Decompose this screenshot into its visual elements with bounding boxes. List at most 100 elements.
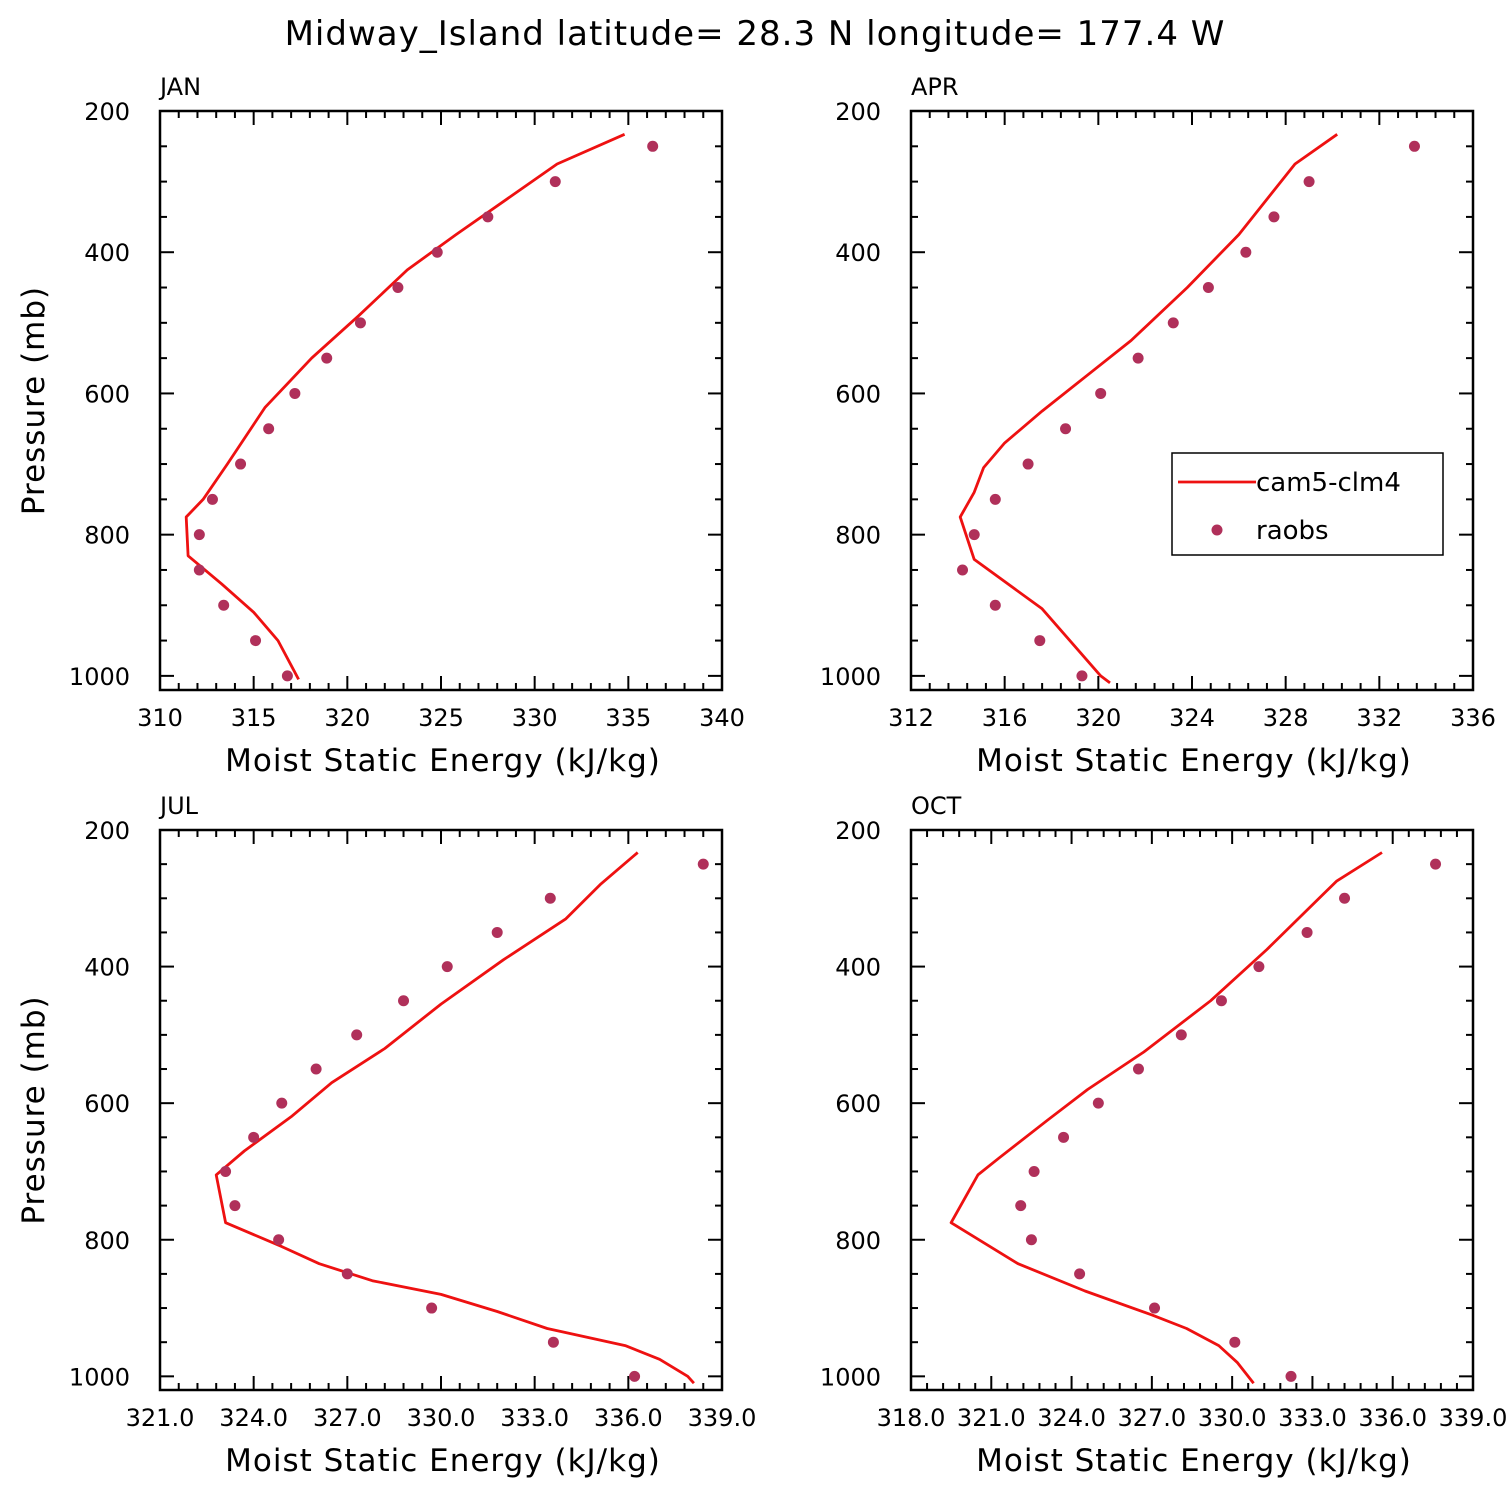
y-tick-label: 400 bbox=[84, 239, 130, 267]
series-point-raobs bbox=[1028, 1165, 1040, 1177]
series-point-raobs bbox=[193, 529, 205, 541]
y-tick-label: 1000 bbox=[69, 663, 130, 691]
series-point-raobs bbox=[1092, 1097, 1104, 1109]
y-tick-label: 600 bbox=[84, 380, 130, 408]
x-tick-label: 336.0 bbox=[594, 1404, 663, 1432]
series-point-raobs bbox=[1175, 1029, 1187, 1041]
y-tick-label: 1000 bbox=[820, 1363, 881, 1391]
series-line-cam5-clm4 bbox=[949, 851, 1383, 1385]
x-tick-label: 318.0 bbox=[877, 1404, 946, 1432]
x-axis-title: Moist Static Energy (kJ/kg) bbox=[225, 743, 661, 779]
series-point-raobs bbox=[1095, 387, 1107, 399]
series-point-raobs bbox=[549, 176, 561, 188]
figure-title: Midway_Island latitude= 28.3 N longitude… bbox=[285, 14, 1226, 54]
y-tick-label: 600 bbox=[835, 1090, 881, 1118]
x-tick-label: 330.0 bbox=[407, 1404, 476, 1432]
series-point-raobs bbox=[968, 529, 980, 541]
series-point-raobs bbox=[1132, 1063, 1144, 1075]
legend-obs-swatch bbox=[1211, 524, 1223, 536]
y-axis-title: Pressure (mb) bbox=[16, 995, 52, 1224]
y-tick-label: 1000 bbox=[820, 663, 881, 691]
panel-label: JUL bbox=[158, 792, 199, 820]
series-point-raobs bbox=[1058, 1131, 1070, 1143]
x-tick-label: 339.0 bbox=[688, 1404, 757, 1432]
series-point-raobs bbox=[273, 1234, 285, 1246]
panel-oct: OCT 200 400 600 800 1000 318.0 321.0 324.0 327.0 3… bbox=[820, 792, 1507, 1479]
legend-obs-label: raobs bbox=[1256, 516, 1329, 546]
series-point-raobs bbox=[547, 1336, 559, 1348]
series-point-raobs bbox=[193, 564, 205, 576]
series-point-raobs bbox=[647, 140, 659, 152]
y-axis-title: Pressure (mb) bbox=[16, 286, 52, 515]
series-point-raobs bbox=[1303, 176, 1315, 188]
x-tick-label: 328 bbox=[1263, 704, 1309, 732]
series-point-raobs bbox=[1339, 892, 1351, 904]
series-point-raobs bbox=[1301, 926, 1313, 938]
y-tick-label: 400 bbox=[84, 954, 130, 982]
panel-label: APR bbox=[911, 73, 959, 101]
legend-box bbox=[1171, 452, 1444, 556]
series-line-cam5-clm4 bbox=[184, 133, 626, 681]
series-point-raobs bbox=[321, 352, 333, 364]
series-point-raobs bbox=[989, 493, 1001, 505]
plot-frame bbox=[158, 828, 724, 1392]
series-point-raobs bbox=[310, 1063, 322, 1075]
x-tick-label: 321.0 bbox=[957, 1404, 1026, 1432]
series-point-raobs bbox=[482, 211, 494, 223]
series-point-raobs bbox=[1430, 858, 1442, 870]
y-tick-label: 400 bbox=[835, 239, 881, 267]
x-tick-label: 315 bbox=[231, 704, 277, 732]
x-tick-label: 324.0 bbox=[219, 1404, 288, 1432]
series-point-raobs bbox=[1034, 635, 1046, 647]
series-point-raobs bbox=[398, 995, 410, 1007]
y-tick-label: 1000 bbox=[69, 1363, 130, 1391]
y-tick-label: 800 bbox=[835, 522, 881, 550]
x-tick-label: 327.0 bbox=[313, 1404, 382, 1432]
series-point-raobs bbox=[1285, 1370, 1297, 1382]
x-tick-label: 321.0 bbox=[126, 1404, 195, 1432]
series-point-raobs bbox=[1253, 961, 1265, 973]
series-point-raobs bbox=[544, 892, 556, 904]
series-point-raobs bbox=[218, 599, 230, 611]
x-tick-label: 312 bbox=[888, 704, 934, 732]
series-point-raobs bbox=[235, 458, 247, 470]
x-tick-label: 324 bbox=[1169, 704, 1215, 732]
series-point-raobs bbox=[354, 317, 366, 329]
panel-jul: JUL 200 400 600 800 1000 321.0 324.0 327.0 330.0 3… bbox=[16, 792, 756, 1479]
x-tick-label: 320 bbox=[324, 704, 370, 732]
series-point-raobs bbox=[431, 246, 443, 258]
series-line-cam5-clm4 bbox=[214, 851, 695, 1385]
series-point-raobs bbox=[441, 961, 453, 973]
x-tick-label: 324.0 bbox=[1037, 1404, 1106, 1432]
series-point-raobs bbox=[392, 282, 404, 294]
series-point-raobs bbox=[1076, 670, 1088, 682]
series-point-raobs bbox=[1015, 1200, 1027, 1212]
x-tick-label: 336.0 bbox=[1358, 1404, 1427, 1432]
series-point-raobs bbox=[491, 926, 503, 938]
y-tick-label: 200 bbox=[835, 817, 881, 845]
series-point-raobs bbox=[1022, 458, 1034, 470]
series-point-raobs bbox=[1202, 282, 1214, 294]
series-point-raobs bbox=[341, 1268, 353, 1280]
series-point-raobs bbox=[281, 670, 293, 682]
panel-label: JAN bbox=[158, 73, 201, 101]
series-point-raobs bbox=[1268, 211, 1280, 223]
y-tick-label: 200 bbox=[84, 98, 130, 126]
y-tick-label: 200 bbox=[835, 98, 881, 126]
series-point-raobs bbox=[1408, 140, 1420, 152]
series-point-raobs bbox=[220, 1165, 232, 1177]
series-point-raobs bbox=[1167, 317, 1179, 329]
x-tick-label: 339.0 bbox=[1439, 1404, 1508, 1432]
x-tick-label: 330 bbox=[512, 704, 558, 732]
series-point-raobs bbox=[229, 1200, 241, 1212]
x-axis-title: Moist Static Energy (kJ/kg) bbox=[976, 1443, 1412, 1479]
x-tick-label: 325 bbox=[418, 704, 464, 732]
legend: cam5-clm4 raobs bbox=[1171, 452, 1444, 556]
x-tick-label: 327.0 bbox=[1117, 1404, 1186, 1432]
panel-label: OCT bbox=[911, 792, 962, 820]
y-tick-label: 200 bbox=[84, 817, 130, 845]
y-tick-label: 800 bbox=[84, 1227, 130, 1255]
series-point-raobs bbox=[276, 1097, 288, 1109]
